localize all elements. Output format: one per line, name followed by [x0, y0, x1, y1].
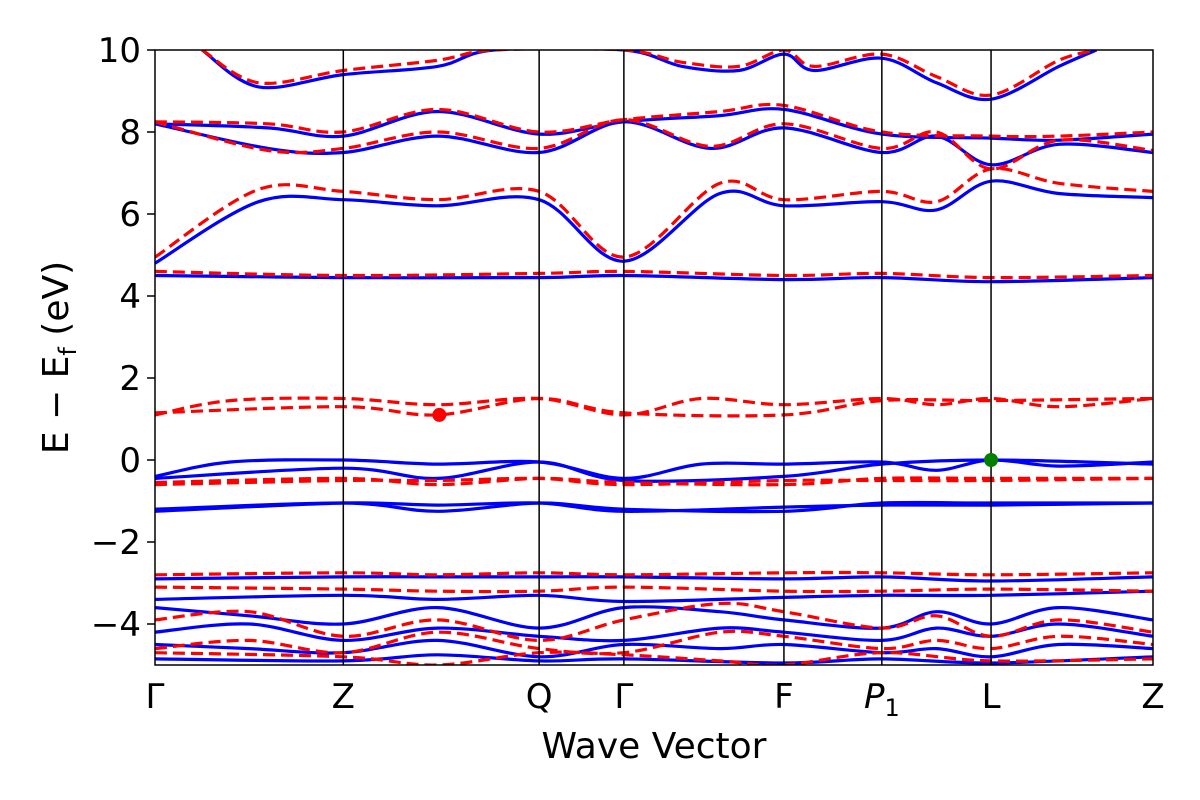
y-tick-label-2: 0	[119, 441, 141, 481]
spin-up-band-0	[155, 179, 1153, 265]
y-axis-label-sub: f	[54, 347, 82, 356]
spin-up-band-6	[155, 107, 1153, 142]
y-tick-label-5: 6	[119, 195, 141, 235]
spin-up-band-8	[201, 50, 1098, 102]
x-tick-label-5: P1	[864, 677, 900, 722]
y-axis-ticks: −4 −2 0 2 4 6 8 10	[91, 31, 155, 645]
x-tick-label-1: Z	[332, 677, 355, 717]
spin-up-band-25	[155, 605, 1153, 630]
x-tick-label-6: L	[982, 677, 1001, 717]
spin-up-band-24	[155, 589, 1153, 604]
band-lines	[155, 50, 1153, 665]
y-axis-label: E − Ef (eV)	[36, 261, 82, 454]
spin-up-band-13	[155, 501, 1153, 513]
spin-down-band-9	[201, 50, 1097, 97]
x-axis-ticks: Γ Z Q Γ F P1 L Z	[146, 677, 1165, 722]
y-tick-label-6: 8	[119, 113, 141, 153]
spin-up-band-23	[155, 575, 1153, 583]
y-tick-label-3: 2	[119, 359, 141, 399]
high-symmetry-lines	[342, 50, 992, 665]
y-axis-label-unit: (eV)	[36, 261, 77, 347]
spin-down-band-22	[155, 650, 1153, 665]
y-tick-label-7: 10	[98, 31, 141, 71]
cbm-marker	[432, 407, 447, 422]
x-tick-label-7: Z	[1141, 677, 1164, 717]
spin-down-band-5	[155, 118, 1153, 171]
y-tick-label-0: −4	[91, 605, 141, 645]
vbm-marker	[984, 453, 999, 467]
x-tick-label-0: Γ	[146, 677, 165, 717]
y-tick-label-1: −2	[91, 523, 141, 563]
spin-down-band-15	[155, 396, 1153, 418]
y-tick-label-4: 4	[119, 277, 141, 317]
plot-frame	[154, 49, 1154, 666]
spin-down-band-18	[155, 570, 1153, 577]
spin-down-band-19	[155, 585, 1153, 594]
y-axis-label-main: E − E	[36, 356, 77, 455]
x-tick-label-2: Q	[526, 677, 553, 717]
x-axis-label: Wave Vector	[542, 726, 767, 767]
x-tick-label-3: Γ	[614, 677, 633, 717]
band-edge-markers	[432, 407, 999, 467]
x-tick-label-4: F	[774, 677, 794, 717]
